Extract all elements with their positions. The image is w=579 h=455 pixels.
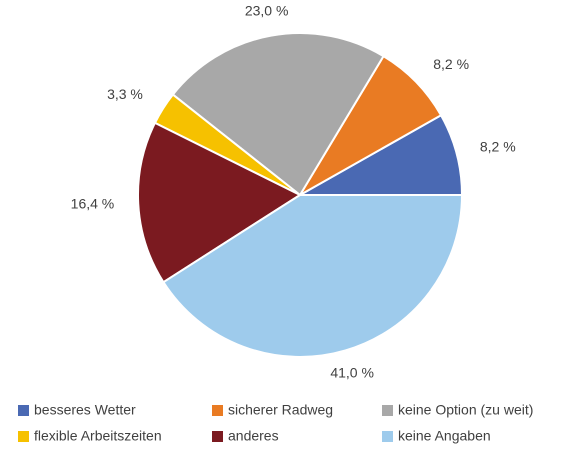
legend-label: keine Option (zu weit) — [398, 402, 533, 418]
pie-slice — [137, 121, 303, 284]
data-label: 3,3 % — [107, 86, 143, 102]
legend-swatch — [382, 405, 393, 416]
legend-swatch — [212, 405, 223, 416]
legend-label: besseres Wetter — [34, 402, 136, 418]
legend-label: keine Angaben — [398, 428, 491, 444]
legend-swatch — [18, 405, 29, 416]
legend-label: sicherer Radweg — [228, 402, 333, 418]
data-label: 16,4 % — [71, 196, 115, 212]
data-label: 8,2 % — [433, 56, 469, 72]
pie-slice — [162, 194, 464, 358]
data-label: 41,0 % — [330, 364, 374, 380]
legend-swatch — [382, 431, 393, 442]
legend-swatch — [212, 431, 223, 442]
legend-label: anderes — [228, 428, 279, 444]
data-label: 23,0 % — [245, 3, 289, 19]
data-label: 8,2 % — [480, 138, 516, 154]
pie-slice — [171, 32, 385, 197]
legend-label: flexible Arbeitszeiten — [34, 428, 162, 444]
legend-swatch — [18, 431, 29, 442]
